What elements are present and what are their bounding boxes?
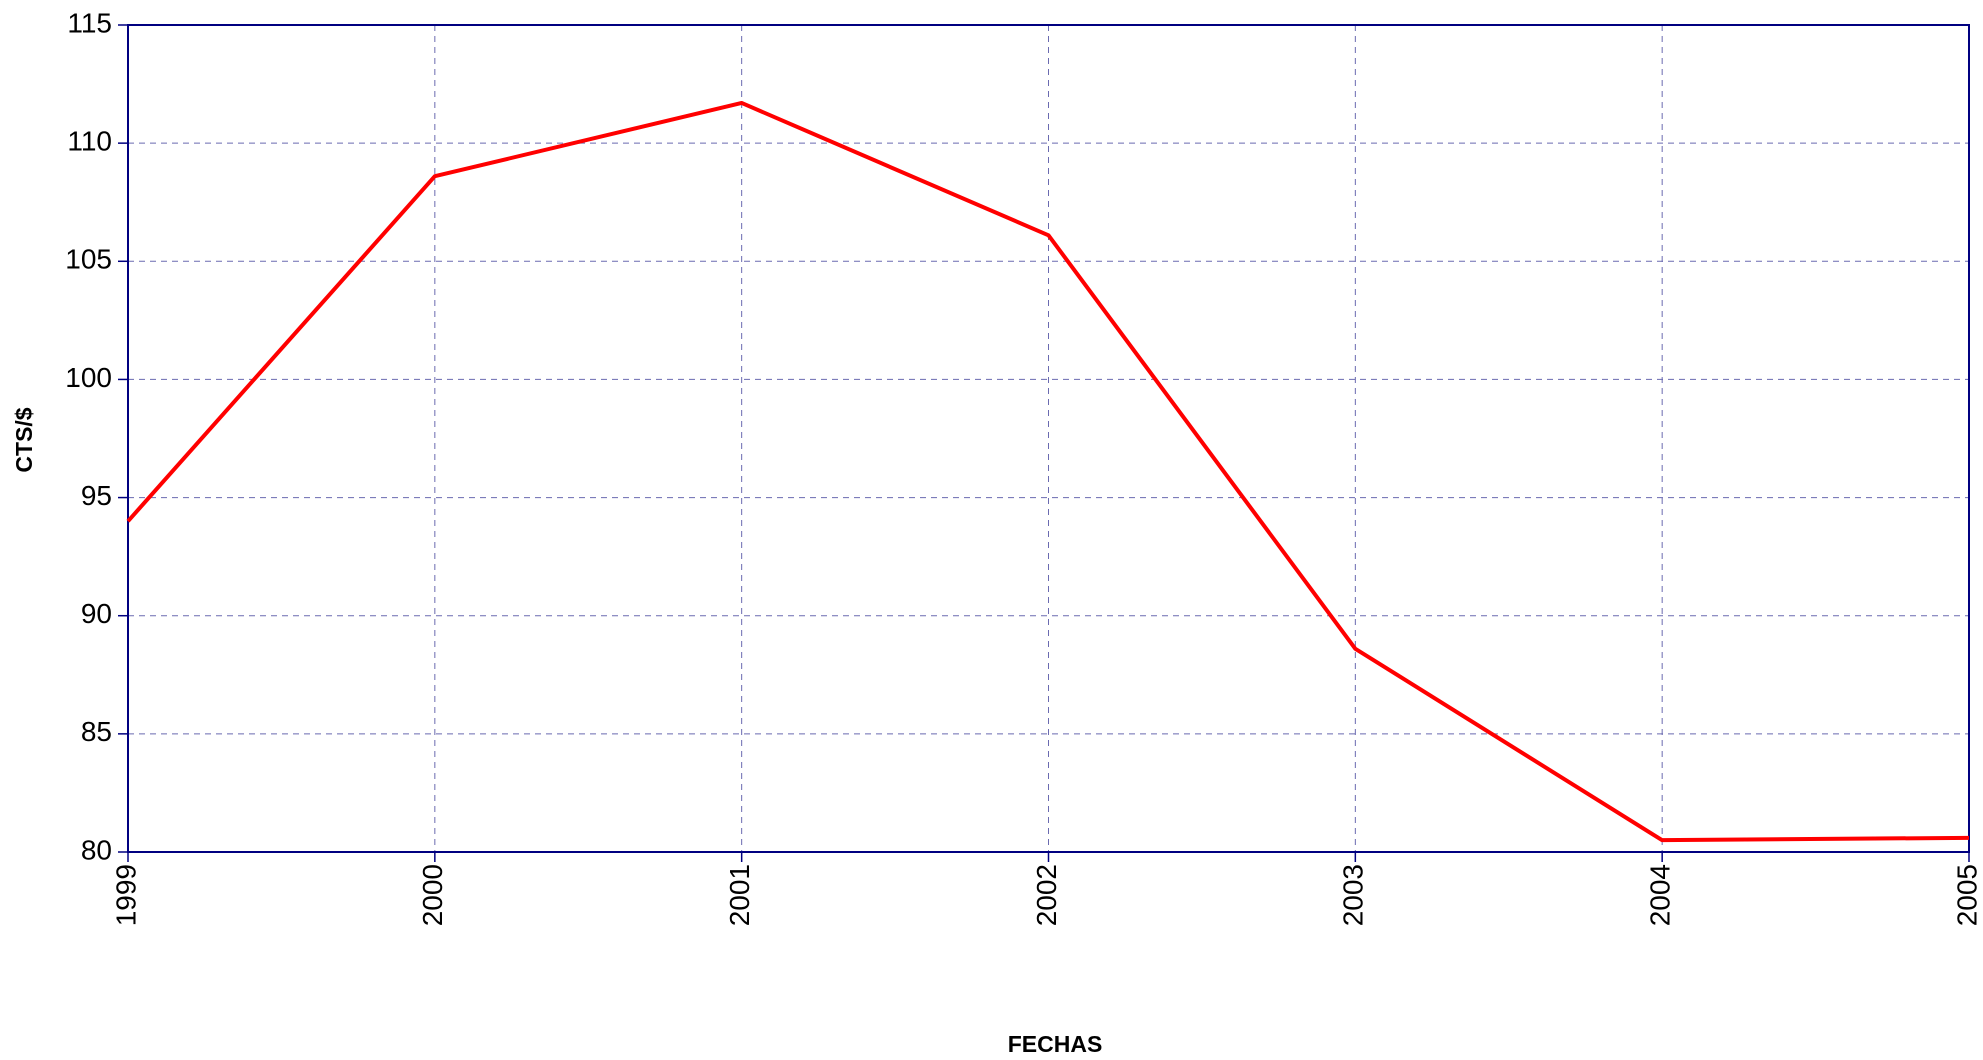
y-tick-label: 90 (81, 598, 112, 629)
y-tick-label: 115 (67, 7, 112, 38)
y-tick-label: 110 (67, 126, 112, 157)
x-tick-label: 1999 (110, 864, 141, 926)
x-tick-label: 2002 (1031, 864, 1062, 926)
y-tick-label: 100 (65, 362, 112, 393)
y-axis-title: CTS/$ (11, 407, 37, 472)
y-tick-label: 85 (81, 716, 112, 747)
plot-border (127, 24, 1970, 853)
x-tick-label: 2004 (1645, 864, 1676, 926)
x-tick-label: 2003 (1338, 864, 1369, 926)
y-tick-label: 105 (65, 244, 112, 275)
data-line (126, 100, 1970, 843)
x-axis-title: FECHAS (1008, 1031, 1103, 1057)
x-tick-label: 2001 (724, 864, 755, 926)
x-tick-label: 2000 (417, 864, 448, 926)
y-tick-label: 80 (81, 834, 112, 865)
x-tick-label: 2005 (1951, 864, 1982, 926)
y-tick-label: 95 (81, 480, 112, 511)
